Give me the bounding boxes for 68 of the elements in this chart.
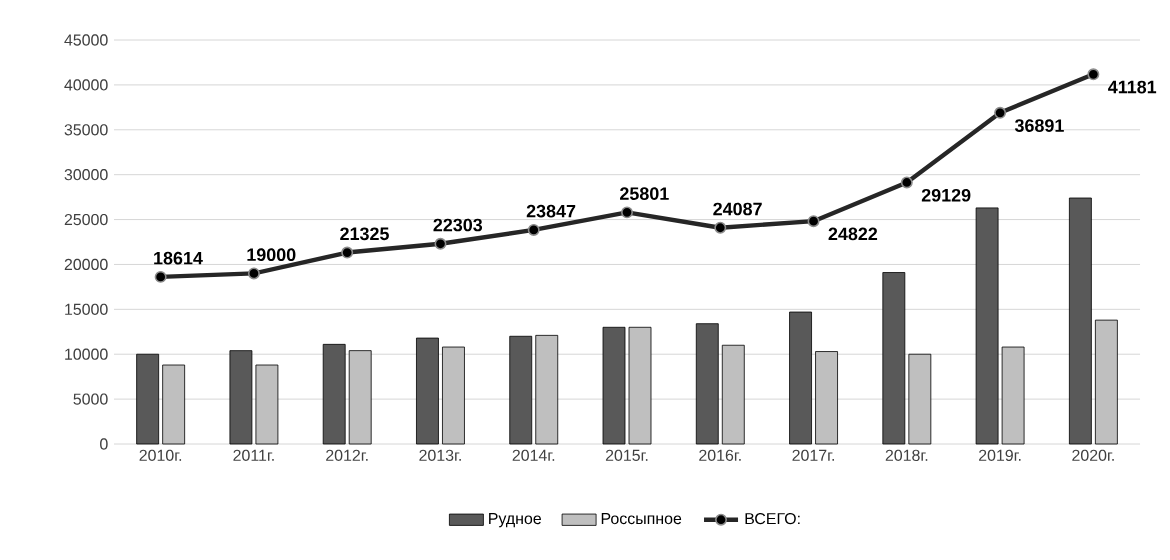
point (900, 176, 913, 189)
x-tick-label: 2013г. (419, 449, 461, 461)
bar (975, 207, 999, 445)
bar (348, 350, 372, 445)
y-tick-label: 25000 (64, 213, 108, 226)
bar (789, 311, 812, 445)
data-label: 21325 (340, 227, 389, 241)
data-label: 24087 (713, 202, 762, 216)
data-label: 41181 (1108, 80, 1157, 94)
bar (602, 326, 626, 445)
bar (416, 337, 439, 445)
y-tick-label: 30000 (64, 169, 108, 181)
x-tick-label: 2018г. (885, 449, 928, 461)
bar (1094, 319, 1118, 445)
bar (1068, 197, 1092, 445)
point (994, 106, 1007, 119)
point (621, 206, 633, 219)
data-label: 18614 (154, 251, 203, 265)
y-tick-label: 45000 (64, 34, 108, 46)
bar (695, 323, 719, 445)
bar (509, 335, 533, 445)
bar (815, 351, 838, 445)
bar (255, 364, 279, 445)
legend-label: ВСЕГО: (745, 512, 800, 525)
data-label: 24822 (828, 227, 878, 241)
bar (721, 344, 745, 445)
y-tick-label: 40000 (64, 79, 108, 91)
bar (322, 343, 346, 445)
y-tick-label: 20000 (64, 258, 108, 271)
x-tick-label: 2020г. (1072, 449, 1114, 461)
point (247, 267, 260, 280)
bar (535, 334, 559, 445)
x-tick-label: 2017г. (792, 449, 834, 461)
x-tick-label: 2016г. (699, 449, 741, 461)
data-label: 23847 (526, 204, 576, 218)
y-tick-label: 0 (100, 438, 108, 450)
y-tick-label: 10000 (65, 348, 108, 360)
bar (162, 364, 186, 445)
bar (628, 326, 652, 445)
point (714, 221, 727, 234)
x-tick-label: 2010г. (139, 449, 182, 461)
y-tick-label: 15000 (65, 303, 108, 315)
bar (908, 353, 932, 445)
point (341, 246, 354, 259)
point (154, 270, 167, 283)
point (1087, 68, 1100, 81)
x-tick-label: 2012г. (326, 449, 368, 461)
data-label: 29129 (921, 188, 971, 202)
legend-label: Рудное (489, 513, 541, 528)
x-tick-label: 2014г. (512, 449, 555, 461)
data-label: 25801 (620, 187, 669, 200)
point (527, 223, 540, 236)
legend-label: Россыпное (601, 513, 682, 525)
data-label: 22303 (433, 218, 483, 232)
point (434, 237, 447, 250)
x-tick-label: 2011г. (233, 449, 274, 461)
bar (229, 350, 253, 445)
bar (882, 272, 906, 445)
x-tick-label: 2015г. (605, 449, 648, 461)
data-label: 19000 (247, 248, 296, 262)
point (807, 215, 820, 228)
bar (136, 353, 160, 445)
y-tick-label: 5000 (73, 393, 108, 405)
x-tick-label: 2019г. (979, 449, 1021, 461)
data-label: 36891 (1014, 119, 1064, 132)
y-tick-label: 35000 (64, 124, 108, 136)
bar (442, 346, 465, 445)
bar (1001, 346, 1025, 445)
